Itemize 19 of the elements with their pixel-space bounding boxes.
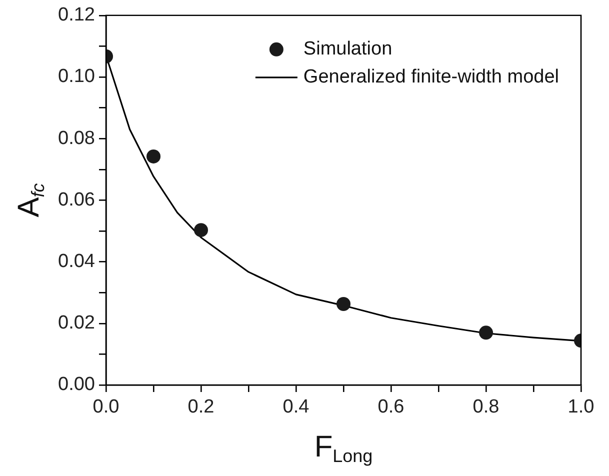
point <box>194 223 208 238</box>
y-tick-label: 0.10 <box>58 66 95 88</box>
y-tick-label: 0.08 <box>58 128 95 149</box>
y-tick-label: 0.02 <box>58 312 95 334</box>
x-tick-label: 0.2 <box>188 396 214 418</box>
point <box>146 149 160 164</box>
y-tick-label: 0.04 <box>58 251 96 272</box>
x-tick-label: 0.6 <box>378 396 404 418</box>
y-tick-label: 0.12 <box>58 4 95 26</box>
y-tick-label: 0.00 <box>58 374 95 396</box>
y-tick-label: 0.06 <box>58 189 95 210</box>
legend-label: Generalized finite-width model <box>303 66 560 88</box>
x-tick-label: 0.8 <box>472 396 500 418</box>
x-tick-label: 0.0 <box>92 396 120 418</box>
y-axis-title: Afc <box>12 183 48 218</box>
x-tick-label: 1.0 <box>568 396 594 418</box>
legend-label: Simulation <box>303 38 392 60</box>
x-tick-label: 0.4 <box>282 396 310 418</box>
point <box>336 296 350 311</box>
